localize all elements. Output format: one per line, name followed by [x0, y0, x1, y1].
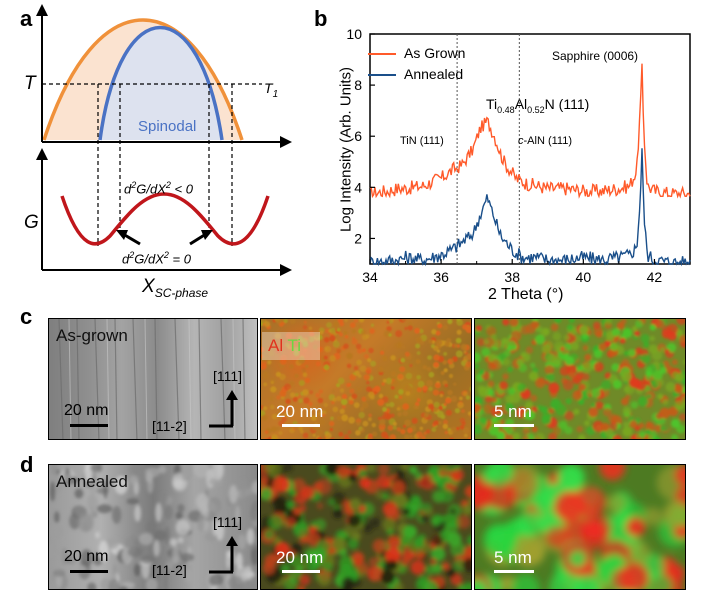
scale-text-d2: 20 nm	[276, 548, 324, 567]
sapphire-label: Sapphire (0006)	[552, 49, 639, 63]
spinodal-curve	[98, 25, 224, 141]
al-ti-legend: Al Ti	[262, 332, 320, 360]
y-tick-label-0: 2	[354, 230, 362, 246]
eds-map-d-5nm	[474, 464, 686, 590]
spinodal-label: Spinodal	[138, 118, 197, 135]
scale-bar-c2	[282, 424, 320, 427]
legend-as-grown: As Grown	[368, 45, 465, 61]
scale-bar-d3	[494, 570, 534, 573]
eds-map-c-5nm	[474, 318, 686, 440]
panel-c-letter: c	[20, 304, 33, 329]
x-axis-label-b: 2 Theta (°)	[488, 286, 564, 303]
texture-blobs	[261, 465, 471, 589]
plot-frame	[369, 33, 691, 265]
y-axis-label-b: Log Intensity (Arb. Units)	[337, 66, 355, 233]
curvature-negative-label: d2G/dX2 < 0	[124, 180, 193, 197]
y-tick-label-4: 10	[346, 26, 362, 42]
dir-right-c: [11-2]	[152, 418, 187, 434]
scale-text-c1: 20 nm	[64, 402, 109, 419]
scale-text-d3: 5 nm	[494, 548, 532, 567]
x-tick-label-1: 36	[433, 269, 449, 285]
phase-diagram	[36, 4, 292, 276]
y-tick-label-1: 4	[354, 179, 362, 195]
texture-blobs	[261, 319, 471, 439]
scale-bar-c1	[70, 424, 108, 427]
as-grown-label: As-grown	[56, 326, 128, 345]
direction-arrows-d	[209, 536, 238, 574]
scale-text-c2: 20 nm	[276, 402, 324, 421]
direction-arrows-c	[209, 390, 238, 428]
series-line-1	[369, 148, 691, 267]
x-axis-label-a: XSC-phase	[142, 276, 209, 300]
panel-b-letter: b	[314, 6, 328, 31]
free-energy-curve	[60, 192, 270, 246]
dir-up-d: [111]	[213, 514, 243, 530]
scale-bar-c3	[494, 424, 534, 427]
scale-text-c3: 5 nm	[494, 402, 532, 421]
x-tick-label-3: 40	[576, 269, 592, 285]
g-label: G	[24, 212, 39, 233]
annealed-label: Annealed	[56, 472, 128, 491]
curvature-zero-label: d2G/dX2 = 0	[122, 250, 191, 267]
panel-a-letter: a	[20, 6, 33, 31]
scale-bar-d1	[70, 570, 108, 573]
eds-map-c-20nm	[260, 318, 472, 440]
panel-d-letter: d	[20, 452, 34, 477]
x-tick-label-4: 42	[647, 269, 663, 285]
dir-up-c: [111]	[213, 368, 243, 384]
t-label: T	[24, 73, 36, 94]
tin-label: TiN (111)	[400, 135, 444, 147]
texture-blobs	[475, 465, 685, 589]
sem-as-grown	[48, 318, 258, 440]
scale-text-d1: 20 nm	[64, 548, 109, 565]
y-tick-label-2: 6	[354, 128, 362, 144]
aln-label: c-AlN (111)	[518, 135, 572, 147]
eds-map-d-20nm	[260, 464, 472, 590]
scale-bar-d2	[282, 570, 320, 573]
y-tick-label-3: 8	[354, 77, 362, 93]
t1-label: T1	[264, 80, 279, 100]
texture-blobs	[475, 319, 685, 439]
sem-annealed	[48, 464, 258, 590]
series-line-0	[369, 63, 691, 199]
dir-right-d: [11-2]	[152, 562, 187, 578]
sem-grains	[49, 465, 257, 589]
tialn-label: Ti0.48Al0.52N (111)	[486, 96, 590, 115]
legend-annealed: Annealed	[368, 66, 463, 82]
x-tick-label-2: 38	[504, 269, 520, 285]
x-tick-label-0: 34	[362, 269, 378, 285]
